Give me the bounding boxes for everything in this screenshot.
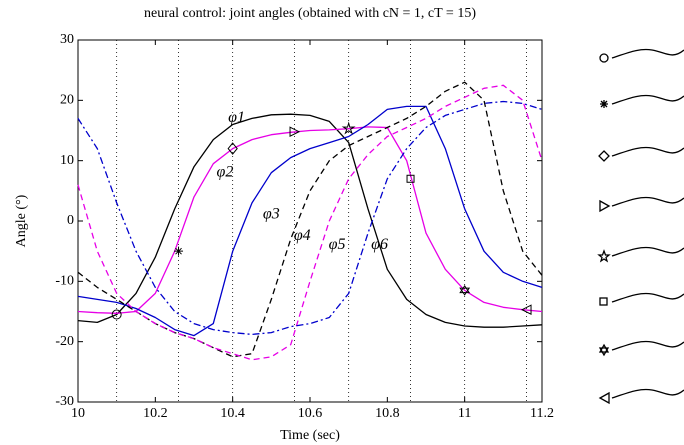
series-line (77, 81, 543, 358)
y-tick-label: 20 (60, 93, 74, 108)
x-tick-label: 11 (458, 406, 471, 421)
series-line (77, 84, 543, 361)
x-tick-label: 10.4 (220, 406, 245, 421)
plot-frame (77, 39, 543, 403)
series-line (77, 105, 543, 337)
y-tick-label: -10 (55, 274, 74, 289)
series-annotation: φ5 (329, 236, 346, 253)
y-tick-label: -30 (55, 394, 74, 409)
series-annotation: φ3 (263, 206, 280, 223)
chart-title: neural control: joint angles (obtained w… (144, 6, 476, 21)
time-marker (459, 284, 471, 296)
x-tick-label: 11.2 (530, 406, 554, 421)
time-marker (111, 309, 122, 320)
series-line (77, 126, 543, 314)
y-tick-label: -20 (55, 334, 74, 349)
x-tick-label: 10.6 (298, 406, 323, 421)
x-tick-label: 10 (71, 406, 85, 421)
series-line (77, 113, 543, 328)
series-annotation: φ4 (294, 227, 311, 244)
series-annotation: φ2 (217, 163, 234, 180)
time-marker (341, 121, 356, 135)
y-tick-label: 30 (60, 32, 74, 47)
y-axis-label: Angle (°) (14, 194, 29, 247)
time-marker (174, 246, 184, 256)
series-line (77, 100, 543, 336)
series-annotation: φ6 (371, 236, 388, 253)
y-tick-label: 10 (60, 153, 74, 168)
time-marker (289, 126, 301, 138)
x-axis-label: Time (sec) (280, 428, 340, 443)
series-annotation: φ1 (228, 109, 245, 126)
snake-icons (597, 48, 684, 405)
x-tick-label: 10.2 (143, 406, 168, 421)
time-marker (520, 304, 532, 315)
time-marker (406, 174, 415, 183)
time-marker (227, 142, 238, 155)
y-tick-label: 0 (67, 213, 74, 228)
x-tick-label: 10.8 (375, 406, 400, 421)
